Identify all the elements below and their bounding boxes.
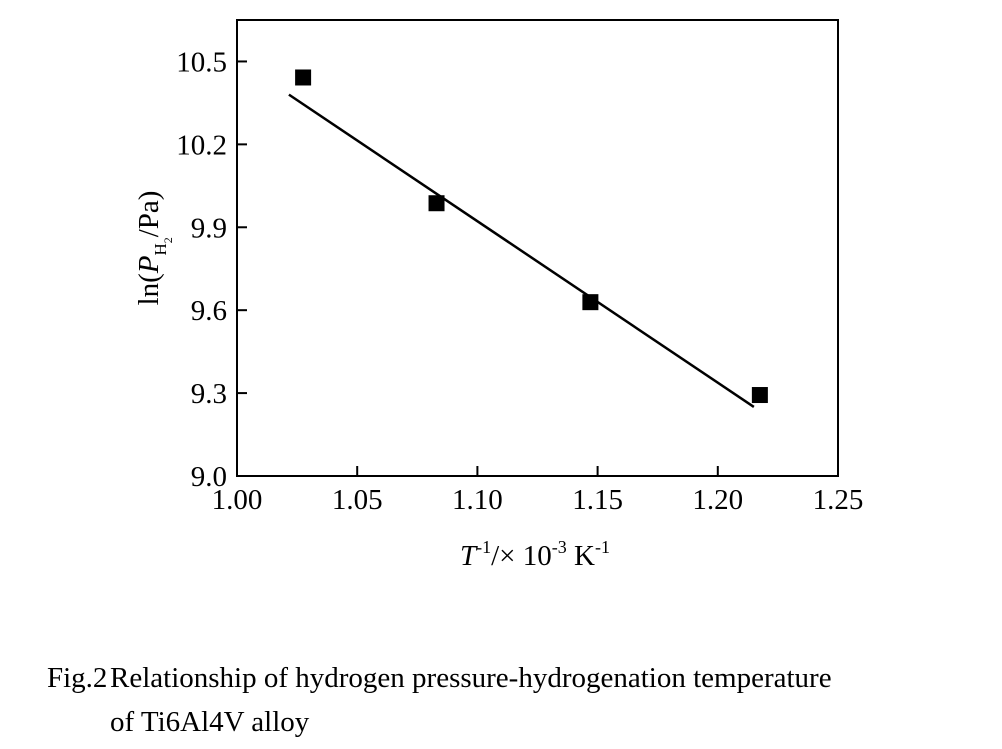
fit-line [288,93,755,408]
x-tick-label: 1.15 [572,484,623,516]
y-label-part: 2 [161,237,175,243]
y-label-part: ln( [133,273,165,305]
marker [582,294,599,311]
x-tick-label: 1.00 [212,484,263,516]
x-tick-label: 1.05 [332,484,383,516]
y-label-part: /Pa) [133,191,165,238]
caption-line: Relationship of hydrogen pressure-hydrog… [110,662,832,694]
y-tick-label: 9.9 [191,212,227,244]
caption-number: Fig.2 [47,662,107,694]
y-tick-label: 9.6 [191,295,227,327]
x-axis-label: T-1/× 10-3 K-1 [460,537,610,572]
x-tick-label: 1.20 [692,484,743,516]
x-tick-label: 1.25 [813,484,864,516]
x-label-part: -1 [476,537,491,557]
caption-line: of Ti6Al4V alloy [110,706,310,738]
y-axis-label: ln(PH2/Pa) [133,191,175,306]
x-label-part: /× 10 [491,540,552,572]
marker [751,387,768,404]
y-label-part: P [133,256,165,275]
y-label-part: H [151,243,170,255]
y-tick-label: 10.5 [176,46,227,78]
x-label-part: -1 [595,537,610,557]
x-label-part: K [567,540,595,572]
y-tick-label: 9.0 [191,461,227,493]
plot-frame [236,19,839,477]
x-label-part: -3 [552,537,567,557]
y-tick-label: 9.3 [191,378,227,410]
y-tick-label: 10.2 [176,129,227,161]
x-label-part: T [460,540,478,572]
marker [428,195,445,212]
marker [295,69,312,86]
x-tick-label: 1.10 [452,484,503,516]
